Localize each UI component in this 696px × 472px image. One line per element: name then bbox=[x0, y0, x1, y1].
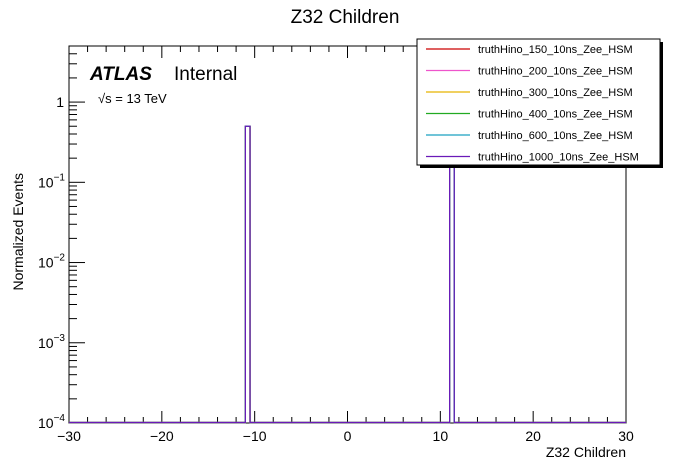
legend-entry-label: truthHino_1000_10ns_Zee_HSM bbox=[478, 152, 639, 164]
y-tick-label: 1 bbox=[56, 94, 64, 110]
x-axis-label: Z32 Children bbox=[546, 444, 626, 460]
x-tick-label: −10 bbox=[243, 428, 267, 444]
x-tick-label: 10 bbox=[433, 428, 449, 444]
y-tick-label: 10−1 bbox=[38, 172, 65, 190]
legend: truthHino_150_10ns_Zee_HSM truthHino_200_… bbox=[416, 38, 663, 168]
y-tick-label: 10−3 bbox=[38, 333, 65, 351]
x-tick-label: −20 bbox=[150, 428, 174, 444]
histogram-series bbox=[69, 125, 626, 424]
legend-entry-label: truthHino_200_10ns_Zee_HSM bbox=[478, 66, 633, 78]
histogram-line bbox=[69, 125, 626, 424]
legend-box bbox=[416, 38, 661, 166]
histogram-line bbox=[69, 125, 626, 424]
histogram-line bbox=[69, 125, 626, 424]
histogram-line bbox=[69, 125, 626, 424]
x-tick-label: 0 bbox=[344, 428, 352, 444]
legend-entry-label: truthHino_600_10ns_Zee_HSM bbox=[478, 130, 633, 142]
chart-title: Z32 Children bbox=[291, 7, 400, 28]
legend-entry-label: truthHino_400_10ns_Zee_HSM bbox=[478, 109, 633, 121]
histogram-line bbox=[69, 125, 626, 424]
legend-entry-label: truthHino_300_10ns_Zee_HSM bbox=[478, 87, 633, 99]
y-axis: 10−4 10−3 10−2 10−1 1 bbox=[38, 45, 85, 431]
atlas-label: ATLAS bbox=[89, 64, 152, 85]
x-tick-label: 20 bbox=[525, 428, 541, 444]
y-axis-label: Normalized Events bbox=[10, 173, 26, 291]
y-tick-label: 10−2 bbox=[38, 253, 65, 271]
x-axis: −30 −20 −10 0 10 20 30 bbox=[57, 46, 634, 444]
x-tick-label: −30 bbox=[57, 428, 81, 444]
x-tick-label: 30 bbox=[618, 428, 634, 444]
y-tick-label: 10−4 bbox=[38, 413, 65, 431]
histogram-line bbox=[69, 125, 626, 424]
atlas-sublabel: Internal bbox=[174, 64, 237, 85]
energy-label: √s = 13 TeV bbox=[98, 91, 167, 106]
legend-entry-label: truthHino_150_10ns_Zee_HSM bbox=[478, 44, 633, 56]
